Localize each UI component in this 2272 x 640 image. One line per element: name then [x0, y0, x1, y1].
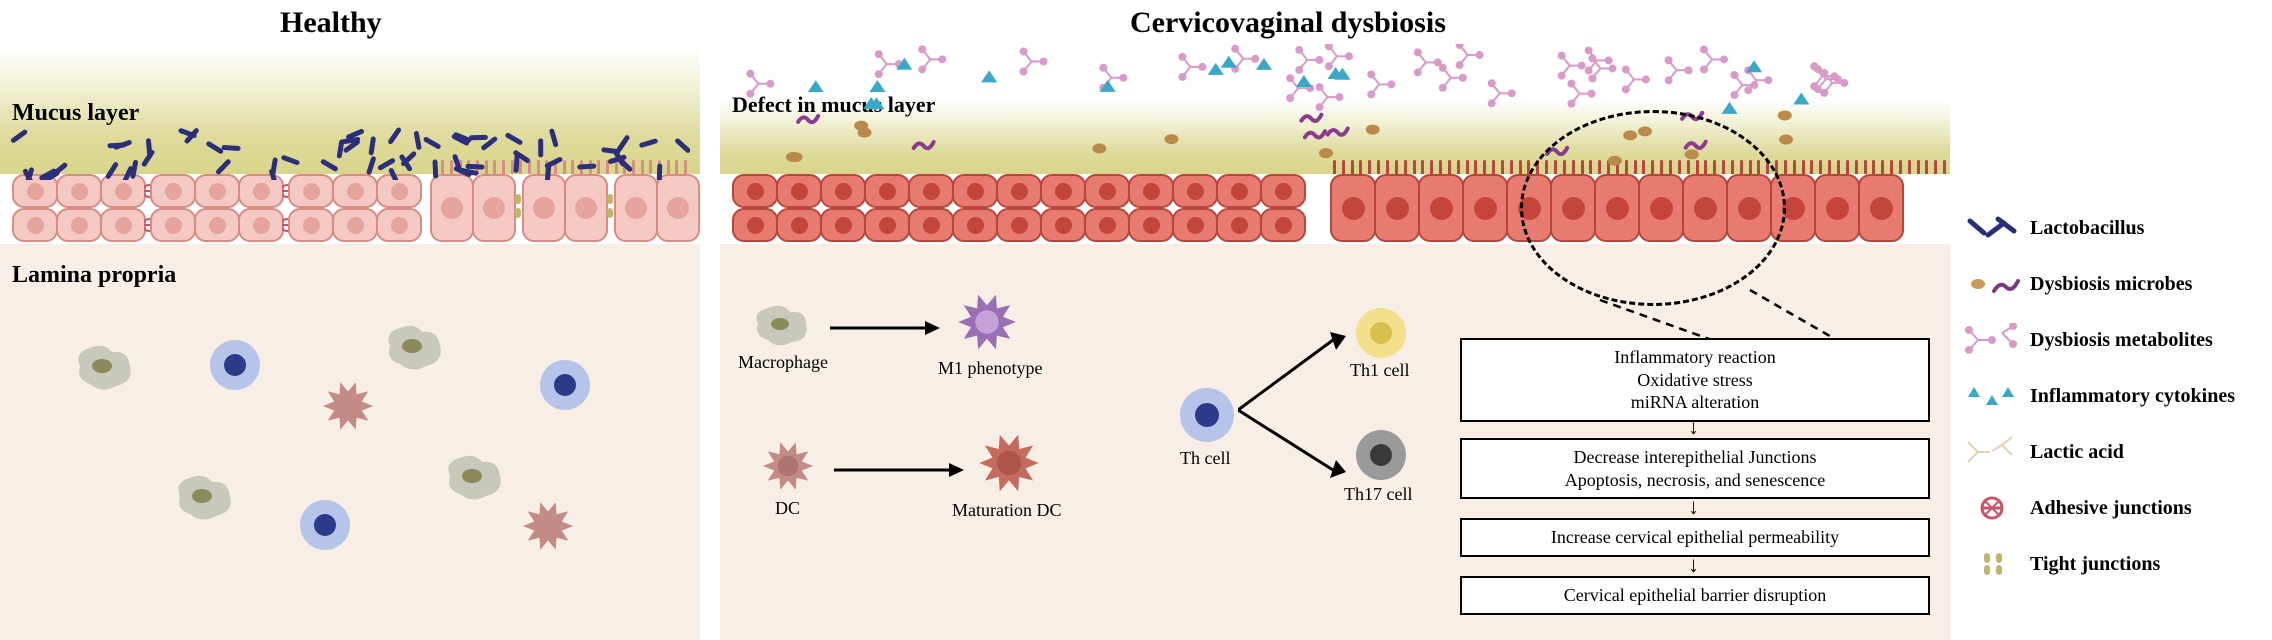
- arrow-th-split: [1238, 330, 1358, 490]
- legend-cytokines: Inflammatory cytokines: [1962, 378, 2252, 414]
- legend-dys-microbes-txt: Dysbiosis microbes: [2030, 273, 2192, 296]
- lamina-healthy: [0, 244, 700, 640]
- legend-adhesive: Adhesive junctions: [1962, 490, 2252, 526]
- legend-adhesive-txt: Adhesive junctions: [2030, 497, 2192, 520]
- label-th1: Th1 cell: [1350, 360, 1409, 381]
- label-macrophage: Macrophage: [738, 352, 828, 373]
- label-lamina: Lamina propria: [12, 262, 176, 289]
- legend-lacto-txt: Lactobacillus: [2030, 217, 2144, 240]
- epi-healthy-bot: [12, 208, 420, 247]
- epi-dys-bot: [732, 208, 1304, 242]
- legend-tight: Tight junctions: [1962, 546, 2252, 582]
- label-th17: Th17 cell: [1344, 484, 1412, 505]
- panel-healthy: Healthy Mucus layer Lamina propria: [0, 0, 700, 640]
- flow-box-1: Inflammatory reaction Oxidative stress m…: [1460, 338, 1930, 422]
- m1-icon: [954, 292, 1020, 352]
- legend-dys-microbes: Dysbiosis microbes: [1962, 266, 2252, 302]
- flow-arrow-3: ↓: [1688, 552, 1699, 578]
- th1-icon: [1356, 308, 1406, 358]
- arrow-dc-mat: [834, 460, 964, 480]
- arrow-mac-m1: [830, 318, 940, 338]
- legend-lactic: Lactic acid: [1962, 434, 2252, 470]
- legend-dys-metab: Dysbiosis metabolites: [1962, 322, 2252, 358]
- epi-healthy-tall: [430, 174, 698, 247]
- label-m1: M1 phenotype: [938, 358, 1042, 379]
- flow-box-2: Decrease interepithelial Junctions Apopt…: [1460, 438, 1930, 499]
- macrophage-icon: [750, 300, 810, 348]
- th-icon: [1180, 388, 1234, 442]
- lacto-field: [10, 120, 690, 180]
- flow-arrow-2: ↓: [1688, 494, 1699, 520]
- legend-lacto: Lactobacillus: [1962, 210, 2252, 246]
- matdc-icon: [976, 432, 1042, 494]
- legend: Lactobacillus Dysbiosis microbes Dysbios…: [1962, 210, 2252, 602]
- legend-dys-metab-txt: Dysbiosis metabolites: [2030, 329, 2213, 352]
- legend-tight-txt: Tight junctions: [2030, 553, 2160, 576]
- flow-box-4: Cervical epithelial barrier disruption: [1460, 576, 1930, 615]
- title-dysbiosis: Cervicovaginal dysbiosis: [1130, 6, 1446, 40]
- legend-cytokines-txt: Inflammatory cytokines: [2030, 385, 2235, 408]
- th17-icon: [1356, 430, 1406, 480]
- dc-icon: [760, 440, 816, 492]
- flow-box-3: Increase cervical epithelial permeabilit…: [1460, 518, 1930, 557]
- title-healthy: Healthy: [280, 6, 382, 40]
- legend-lactic-txt: Lactic acid: [2030, 441, 2124, 464]
- flow-arrow-1: ↓: [1688, 414, 1699, 440]
- label-th: Th cell: [1180, 448, 1230, 469]
- panel-dysbiosis: Cervicovaginal dysbiosis Defect in mucus…: [720, 0, 1950, 640]
- label-matdc: Maturation DC: [952, 500, 1062, 521]
- label-dc: DC: [775, 498, 800, 519]
